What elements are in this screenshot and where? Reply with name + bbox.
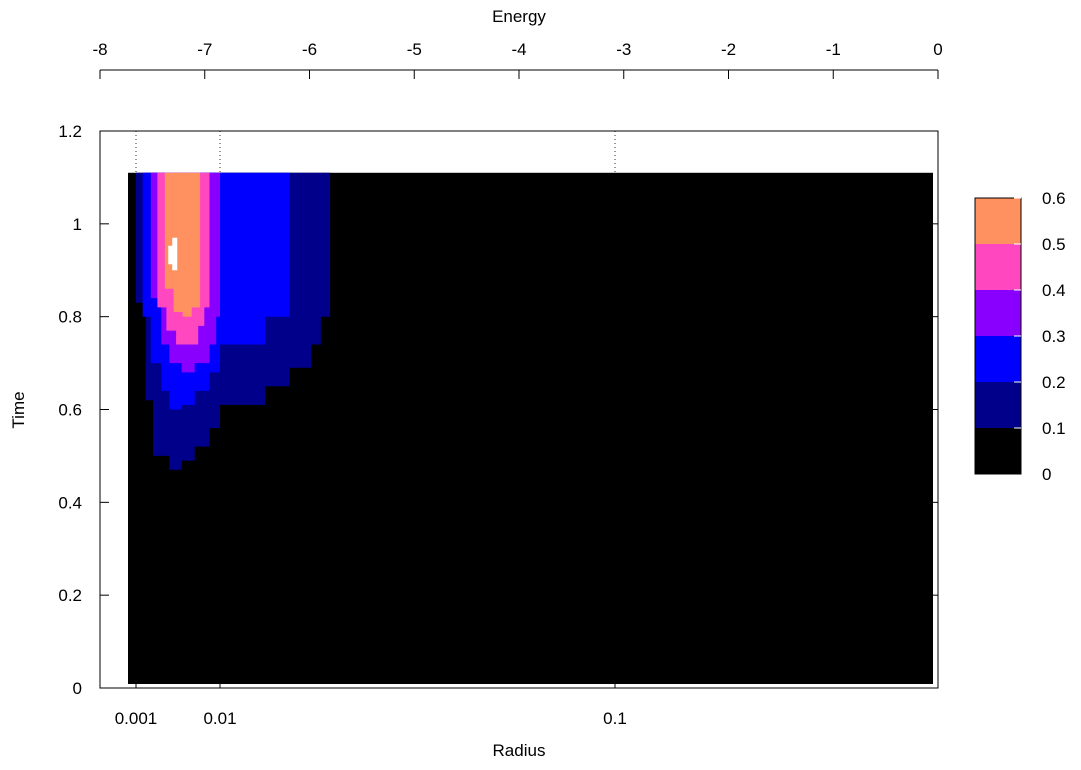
colorbar-label-0.3: 0.3 (1042, 327, 1066, 346)
y-tick-label-0.8: 0.8 (58, 308, 82, 327)
colorbar-label-0.4: 0.4 (1042, 281, 1066, 300)
x2-tick-label--8: -8 (92, 40, 107, 59)
x-tick-label-0.01: 0.01 (203, 709, 236, 728)
x2-tick-label--6: -6 (302, 40, 317, 59)
y-axis-title: Time (9, 391, 28, 428)
x2-tick-label--1: -1 (826, 40, 841, 59)
colorbar-label-0.2: 0.2 (1042, 373, 1066, 392)
x-axis-radius: 0.001 0.01 0.1 Radius (115, 131, 627, 760)
x-tick-label-0.001: 0.001 (115, 709, 158, 728)
y-axis-time: 0 0.2 0.4 0.6 0.8 1 1.2 Time (9, 122, 938, 698)
heatmap-layers (128, 172, 933, 684)
x2-axis-energy: -8 -7 -6 -5 -4 -3 -2 -1 0 Energy (92, 7, 943, 79)
x-tick-label-0.1: 0.1 (603, 709, 627, 728)
x2-tick-label--4: -4 (511, 40, 526, 59)
colorbar-label-0.5: 0.5 (1042, 235, 1066, 254)
x2-tick-label--2: -2 (721, 40, 736, 59)
colorbar-level-4 (975, 244, 1021, 290)
colorbar-level-3 (975, 290, 1021, 336)
heatmap-peak-region (168, 237, 178, 271)
colorbar-level-5 (975, 198, 1021, 244)
y-tick-label-1: 1 (73, 215, 82, 234)
colorbar-level-0 (975, 428, 1021, 474)
x2-axis-title: Energy (492, 7, 546, 26)
y-tick-label-0.6: 0.6 (58, 401, 82, 420)
heatmap-level-0.5-region (157, 172, 201, 317)
colorbar-label-0: 0 (1042, 465, 1051, 484)
y-tick-label-0.2: 0.2 (58, 586, 82, 605)
x2-tick-label--3: -3 (616, 40, 631, 59)
colorbar-label-0.6: 0.6 (1042, 189, 1066, 208)
colorbar-label-0.1: 0.1 (1042, 419, 1066, 438)
x-axis-title: Radius (493, 741, 546, 760)
colorbar: 0 0.1 0.2 0.3 0.4 0.5 0.6 (974, 189, 1066, 484)
colorbar-level-2 (975, 336, 1021, 382)
y-tick-label-0.4: 0.4 (58, 493, 82, 512)
x2-tick-label-0: 0 (933, 40, 942, 59)
x2-tick-label--5: -5 (407, 40, 422, 59)
y-tick-label-0: 0 (73, 679, 82, 698)
x2-tick-label--7: -7 (197, 40, 212, 59)
colorbar-level-1 (975, 382, 1021, 428)
y-tick-label-1.2: 1.2 (58, 122, 82, 141)
